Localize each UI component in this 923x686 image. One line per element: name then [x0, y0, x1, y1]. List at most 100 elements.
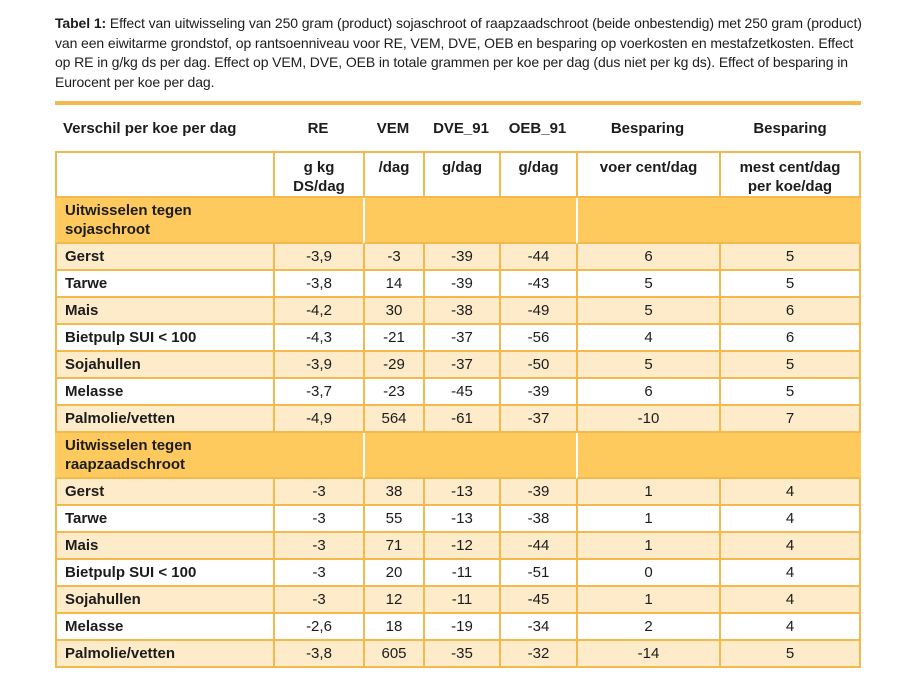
unit-header-besparing-mest: mest cent/dag per koe/dag	[719, 153, 861, 198]
value-cell: 4	[719, 614, 861, 641]
value-cell: -3,9	[273, 352, 363, 379]
table-row: Palmolie/vetten -4,9 564 -61 -37 -10 7	[55, 406, 861, 433]
value-cell: -21	[363, 325, 423, 352]
value-cell: 38	[363, 479, 423, 506]
row-label-cell: Bietpulp SUI < 100	[55, 325, 273, 352]
table-caption: Tabel 1: Effect van uitwisseling van 250…	[55, 14, 865, 92]
value-cell: 6	[576, 379, 719, 406]
value-cell: -4,9	[273, 406, 363, 433]
value-cell: -39	[423, 244, 499, 271]
value-cell: 1	[576, 533, 719, 560]
value-cell: -44	[499, 533, 576, 560]
table-body: Uitwisselen tegen sojaschroot Gerst -3,9 -3…	[55, 198, 861, 668]
value-cell: -37	[423, 325, 499, 352]
value-cell: -2,6	[273, 614, 363, 641]
row-label-cell: Mais	[55, 298, 273, 325]
value-cell: 5	[719, 379, 861, 406]
value-cell: -4,2	[273, 298, 363, 325]
value-cell: -49	[499, 298, 576, 325]
value-cell: -13	[423, 479, 499, 506]
value-cell: -39	[423, 271, 499, 298]
value-cell: -3	[273, 560, 363, 587]
table-row: Mais -3 71 -12 -44 1 4	[55, 533, 861, 560]
section-spacer-cell	[363, 198, 576, 244]
effects-table: Verschil per koe per dag RE VEM DVE_91 O…	[55, 101, 861, 668]
value-cell: -3	[363, 244, 423, 271]
value-cell: 18	[363, 614, 423, 641]
value-cell: 20	[363, 560, 423, 587]
unit-header-row: g kg DS/dag /dag g/dag g/dag voer cent/d…	[55, 153, 861, 198]
row-label-cell: Mais	[55, 533, 273, 560]
column-header-besparing-voer: Besparing	[576, 105, 719, 153]
value-cell: -10	[576, 406, 719, 433]
column-header-row: Verschil per koe per dag RE VEM DVE_91 O…	[55, 105, 861, 153]
value-cell: 6	[576, 244, 719, 271]
table-row: Bietpulp SUI < 100 -4,3 -21 -37 -56 4 6	[55, 325, 861, 352]
unit-header-oeb91: g/dag	[499, 153, 576, 198]
table-caption-text: Effect van uitwisseling van 250 gram (pr…	[55, 15, 862, 90]
value-cell: -50	[499, 352, 576, 379]
value-cell: -38	[423, 298, 499, 325]
value-cell: -51	[499, 560, 576, 587]
table-row: Tarwe -3,8 14 -39 -43 5 5	[55, 271, 861, 298]
value-cell: -3,8	[273, 641, 363, 668]
table-row: Sojahullen -3 12 -11 -45 1 4	[55, 587, 861, 614]
section-header-cell: Uitwisselen tegen raapzaadschroot	[55, 433, 363, 479]
value-cell: 5	[576, 298, 719, 325]
value-cell: 2	[576, 614, 719, 641]
value-cell: -3,9	[273, 244, 363, 271]
row-label-cell: Melasse	[55, 379, 273, 406]
value-cell: 1	[576, 506, 719, 533]
value-cell: 1	[576, 479, 719, 506]
value-cell: -11	[423, 560, 499, 587]
value-cell: 4	[719, 479, 861, 506]
section-header-row: Uitwisselen tegen sojaschroot	[55, 198, 861, 244]
row-label-cell: Tarwe	[55, 506, 273, 533]
row-label-cell: Palmolie/vetten	[55, 641, 273, 668]
value-cell: -3	[273, 506, 363, 533]
value-cell: 6	[719, 325, 861, 352]
value-cell: -35	[423, 641, 499, 668]
value-cell: -3	[273, 533, 363, 560]
value-cell: -3	[273, 479, 363, 506]
row-label-cell: Gerst	[55, 479, 273, 506]
document-page: Tabel 1: Effect van uitwisseling van 250…	[55, 14, 865, 668]
value-cell: 5	[719, 352, 861, 379]
value-cell: 12	[363, 587, 423, 614]
value-cell: -37	[499, 406, 576, 433]
section-header-cell: Uitwisselen tegen sojaschroot	[55, 198, 363, 244]
row-label-cell: Bietpulp SUI < 100	[55, 560, 273, 587]
value-cell: 4	[719, 560, 861, 587]
value-cell: 7	[719, 406, 861, 433]
value-cell: 55	[363, 506, 423, 533]
section-spacer-cell	[363, 433, 576, 479]
value-cell: 4	[719, 533, 861, 560]
value-cell: -3,8	[273, 271, 363, 298]
value-cell: -14	[576, 641, 719, 668]
value-cell: 5	[719, 271, 861, 298]
table-caption-label: Tabel 1:	[55, 15, 107, 31]
value-cell: -19	[423, 614, 499, 641]
value-cell: 0	[576, 560, 719, 587]
value-cell: -29	[363, 352, 423, 379]
column-header-dve91: DVE_91	[423, 105, 499, 153]
value-cell: 5	[576, 352, 719, 379]
row-label-cell: Tarwe	[55, 271, 273, 298]
value-cell: 5	[719, 641, 861, 668]
value-cell: 71	[363, 533, 423, 560]
value-cell: -38	[499, 506, 576, 533]
value-cell: 1	[576, 587, 719, 614]
value-cell: 4	[576, 325, 719, 352]
value-cell: -32	[499, 641, 576, 668]
column-header-oeb91: OEB_91	[499, 105, 576, 153]
value-cell: 4	[719, 506, 861, 533]
value-cell: 5	[719, 244, 861, 271]
table-row: Tarwe -3 55 -13 -38 1 4	[55, 506, 861, 533]
value-cell: -11	[423, 587, 499, 614]
value-cell: -39	[499, 479, 576, 506]
row-label-cell: Melasse	[55, 614, 273, 641]
value-cell: -45	[499, 587, 576, 614]
value-cell: -3,7	[273, 379, 363, 406]
row-label-cell: Sojahullen	[55, 352, 273, 379]
value-cell: -37	[423, 352, 499, 379]
